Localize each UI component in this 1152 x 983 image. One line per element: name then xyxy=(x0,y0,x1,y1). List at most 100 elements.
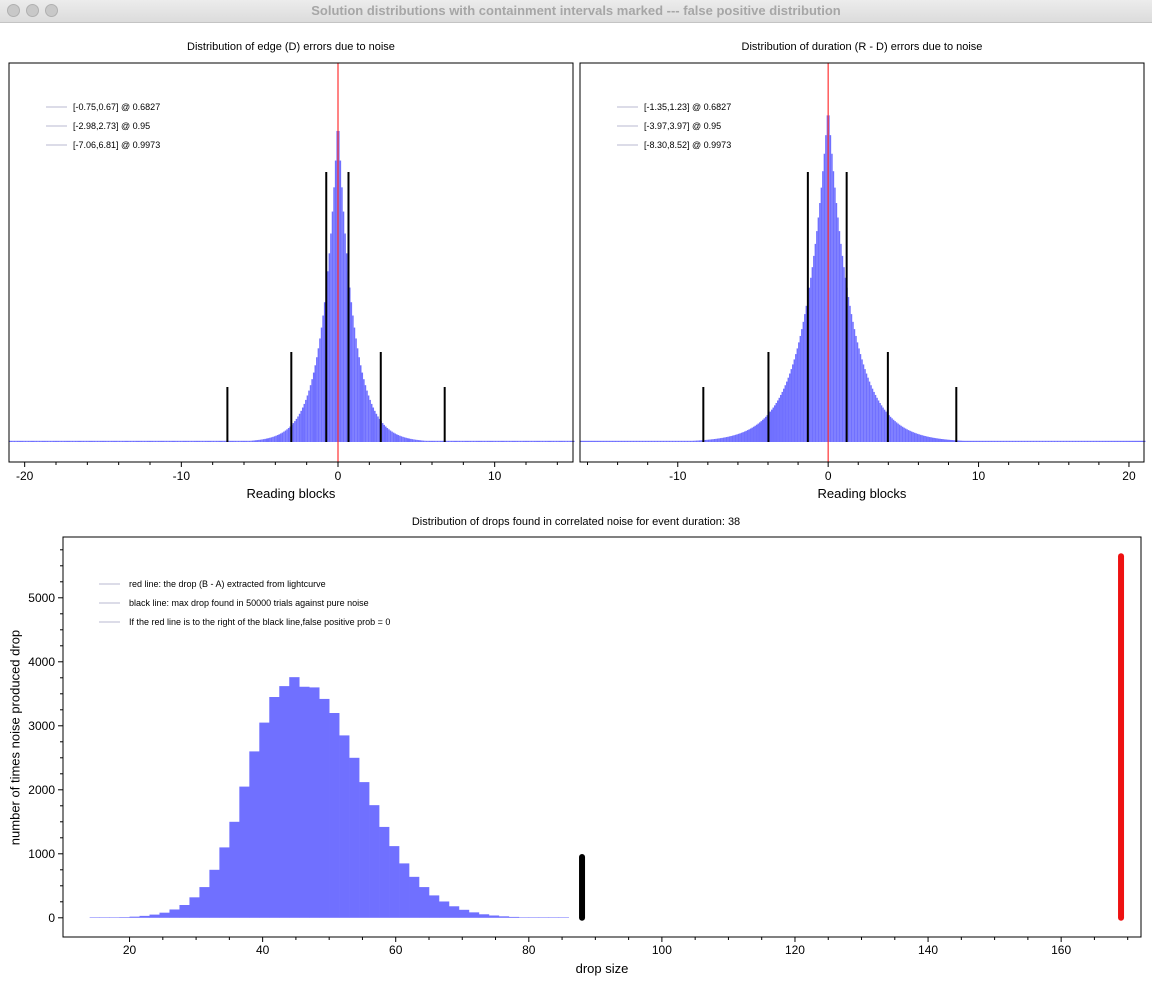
chart2-bar xyxy=(754,425,756,442)
chart2-bar xyxy=(602,440,605,442)
chart1-bar xyxy=(270,437,273,442)
chart1-bar xyxy=(300,410,302,442)
chart1-bar xyxy=(181,440,183,442)
chart3-bar xyxy=(369,805,380,918)
chart1-bar xyxy=(63,440,66,442)
chart2-bar xyxy=(655,440,657,442)
chart1-bar xyxy=(372,407,375,442)
chart3-xtick-label: 160 xyxy=(1051,943,1071,957)
chart2-bar xyxy=(940,438,943,442)
chart2-bar xyxy=(984,440,987,442)
chart2-bar xyxy=(898,424,901,442)
chart1-bar xyxy=(565,440,567,442)
chart1-bar xyxy=(251,440,254,442)
chart2-bar xyxy=(969,440,972,442)
chart1-bar xyxy=(12,440,14,442)
chart1-bar xyxy=(18,440,20,442)
chart1-bar xyxy=(26,440,28,442)
chart1-bar xyxy=(126,440,129,442)
chart1-bar xyxy=(99,440,102,442)
chart2-bar xyxy=(937,438,940,442)
chart3-bar xyxy=(548,917,560,918)
chart1-bar xyxy=(82,440,85,442)
chart2-bar xyxy=(963,440,966,442)
chart2-bar xyxy=(1144,440,1146,442)
chart1-bar xyxy=(156,440,158,442)
chart1-bar xyxy=(485,440,487,442)
chart2-bar xyxy=(1043,440,1045,442)
chart3-bar xyxy=(289,677,300,918)
chart1-bar xyxy=(93,440,96,442)
chart2-bar xyxy=(981,440,984,442)
chart1-bar xyxy=(139,440,141,442)
chart1-bar xyxy=(464,440,467,442)
chart1-bar xyxy=(552,440,555,442)
chart1-xtick-label: 0 xyxy=(335,469,342,483)
chart2-bar xyxy=(1026,440,1029,442)
chart2-bar xyxy=(706,439,708,442)
chart2-bar xyxy=(641,440,644,442)
chart3-bar xyxy=(359,782,370,918)
chart2-bar xyxy=(924,436,926,442)
chart1-bar xyxy=(250,440,252,442)
chart1-bar xyxy=(339,160,342,442)
chart1-bar xyxy=(336,130,338,442)
chart2-bar xyxy=(691,440,693,442)
chart2-bar xyxy=(628,440,630,442)
chart2-bar xyxy=(697,440,699,442)
chart3-xtick-label: 40 xyxy=(256,943,270,957)
chart1-bar xyxy=(236,440,238,442)
chart2-bar xyxy=(978,440,981,442)
chart1-bar xyxy=(491,440,494,442)
chart1-bar xyxy=(422,440,425,442)
chart2-bar xyxy=(583,440,585,442)
chart1-bar xyxy=(374,410,376,442)
chart2-bar xyxy=(894,421,896,442)
chart2-bar xyxy=(1101,440,1104,442)
chart2-bar xyxy=(792,364,794,442)
chart1-bar xyxy=(568,440,570,442)
chart2-bar xyxy=(730,436,732,442)
chart2-xtick-label: 10 xyxy=(972,469,986,483)
chart1-bar xyxy=(524,440,526,442)
chart2-bar xyxy=(731,435,734,442)
chart1-bar xyxy=(179,440,182,442)
chart1-bar xyxy=(563,440,566,442)
chart2-bar xyxy=(925,436,928,442)
chart1-bar xyxy=(90,440,93,442)
chart1-bar xyxy=(281,432,284,442)
chart2-bar xyxy=(966,440,969,442)
chart2-bar xyxy=(752,426,755,442)
chart2-bar xyxy=(734,434,737,442)
chart1-bar xyxy=(40,440,42,442)
chart1-bar xyxy=(248,440,251,442)
chart1-bar xyxy=(287,427,290,442)
chart1-bar xyxy=(85,440,88,442)
chart1-bar xyxy=(153,440,155,442)
chart3-bar xyxy=(89,917,100,918)
zoom-window-button[interactable] xyxy=(45,4,58,17)
chart2-bar xyxy=(1113,440,1116,442)
chart1-bar xyxy=(403,437,406,442)
chart1-bar xyxy=(549,440,552,442)
chart1-bar xyxy=(264,438,266,442)
chart1-bar xyxy=(381,423,384,442)
chart3-bar xyxy=(279,686,290,918)
chart1-bar xyxy=(256,440,259,442)
close-window-button[interactable] xyxy=(7,4,20,17)
chart2-bar xyxy=(622,440,624,442)
chart1-bar xyxy=(212,440,215,442)
chart1-bar xyxy=(118,440,121,442)
chart1-bar xyxy=(15,440,17,442)
minimize-window-button[interactable] xyxy=(26,4,39,17)
chart2-bar xyxy=(712,439,714,442)
chart2-bar xyxy=(837,217,839,442)
chart2-bar xyxy=(816,231,818,442)
chart1-bar xyxy=(364,385,367,442)
chart2-bar xyxy=(939,438,941,442)
chart1-bar xyxy=(145,440,147,442)
chart1-bar xyxy=(121,440,124,442)
chart2-bar xyxy=(853,329,856,442)
chart3-bar xyxy=(309,687,320,918)
chart2-bar xyxy=(1140,440,1143,442)
